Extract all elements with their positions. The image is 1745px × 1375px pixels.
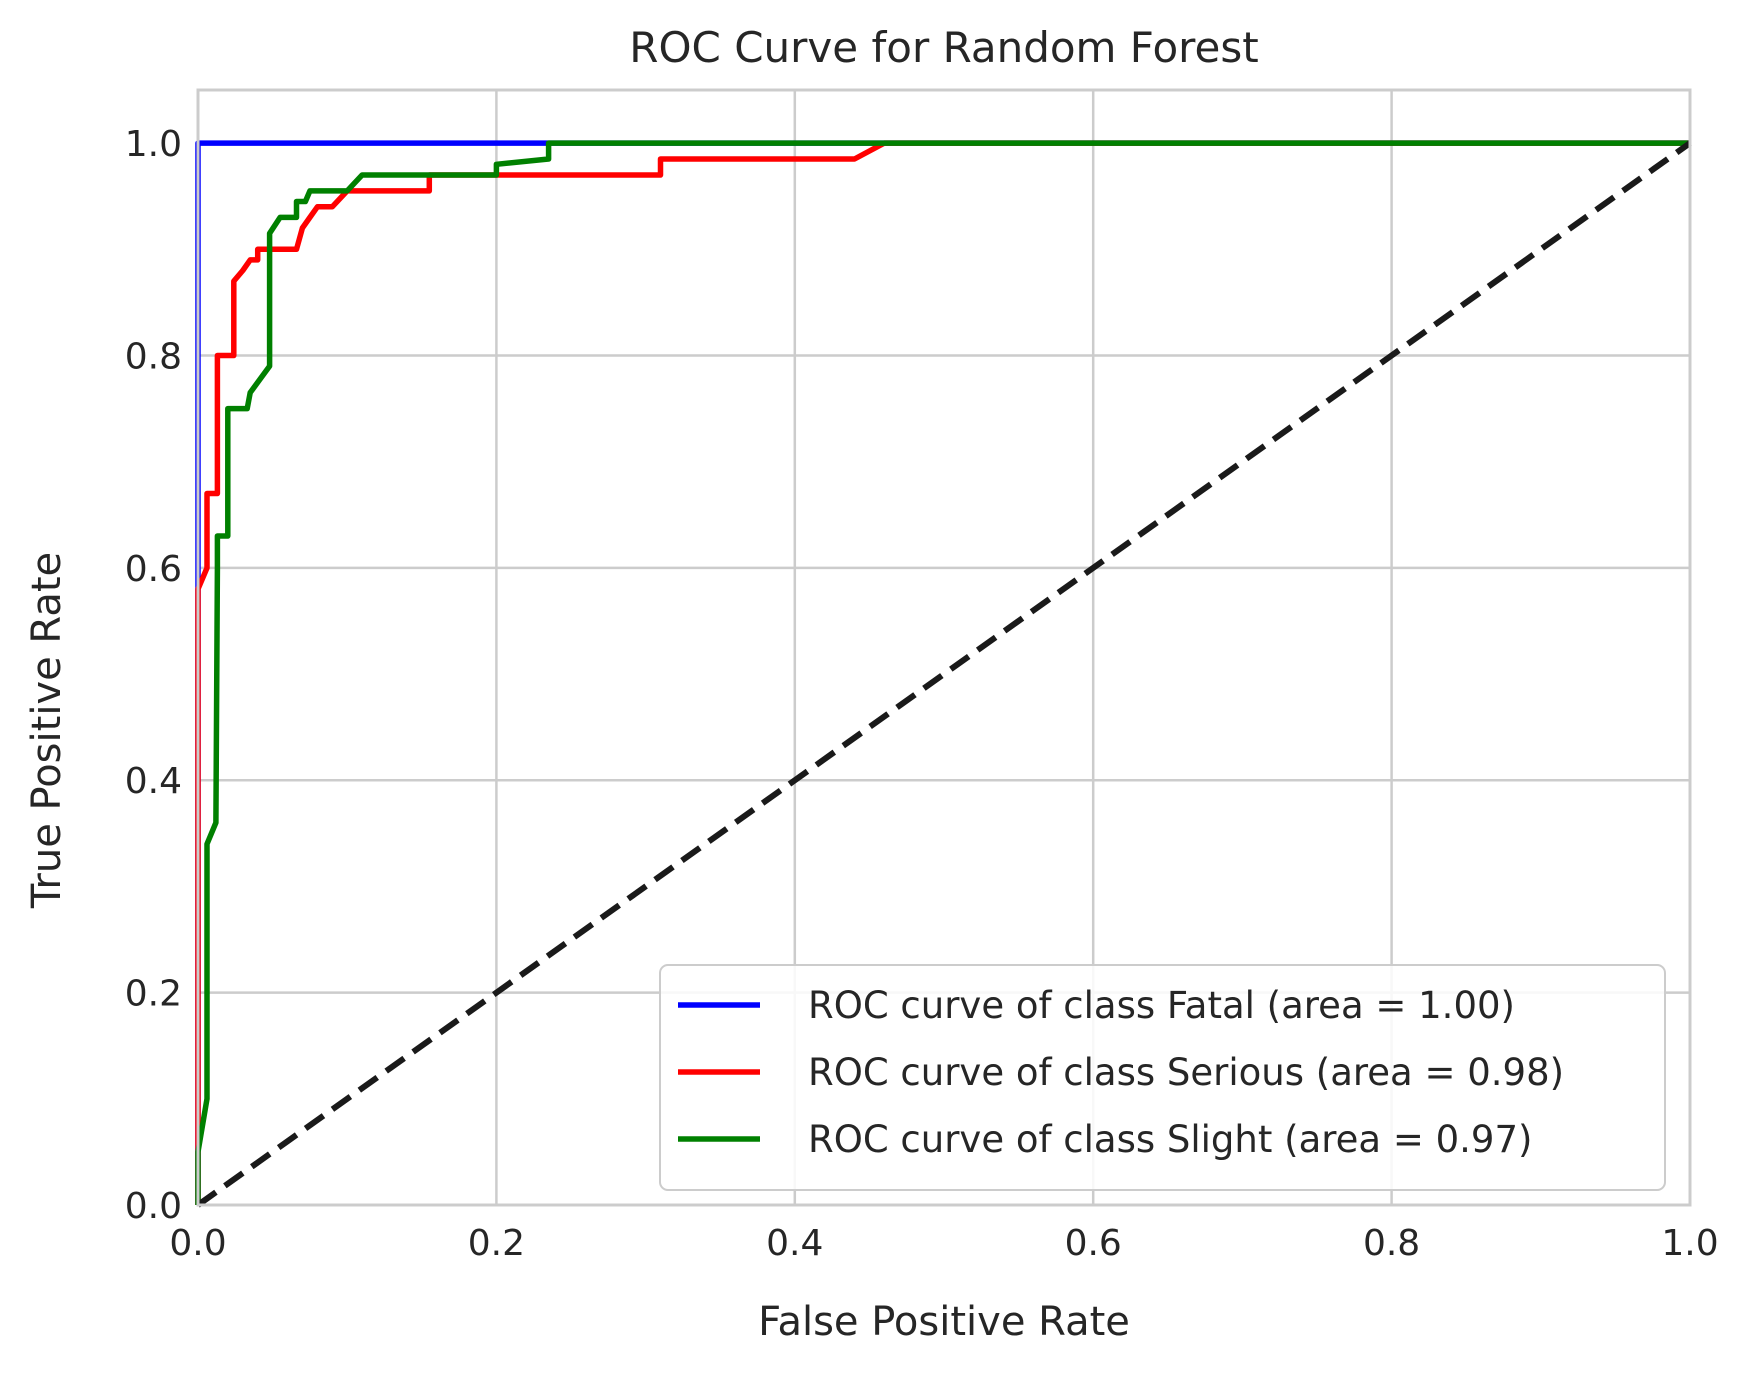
legend: ROC curve of class Fatal (area = 1.00) RO… [659,964,1666,1191]
legend-box [659,964,1666,1191]
x-tick-labels: 0.0 0.2 0.4 0.6 0.8 1.0 [169,1223,1718,1264]
x-tick-label: 0.0 [169,1223,226,1264]
x-tick-label: 0.6 [1065,1223,1122,1264]
x-tick-label: 0.8 [1363,1223,1420,1264]
legend-label: ROC curve of class Serious (area = 0.98) [808,1051,1564,1094]
grid [196,90,1692,1207]
series-line-1 [195,140,1690,1205]
x-tick-label: 1.0 [1661,1223,1718,1264]
legend-label: ROC curve of class Slight (area = 0.97) [808,1118,1532,1161]
y-tick-label: 0.0 [125,1186,182,1227]
y-tick-label: 0.4 [125,761,182,802]
y-tick-label: 0.8 [125,336,182,377]
diagonal-reference-line [196,140,1692,1208]
y-tick-label: 1.0 [125,124,182,165]
x-axis-label: False Positive Rate [758,1299,1130,1345]
y-tick-label: 0.6 [125,549,182,590]
chart-title: ROC Curve for Random Forest [629,23,1258,72]
x-tick-label: 0.2 [468,1223,525,1264]
y-tick-label: 0.2 [125,974,182,1015]
legend-label: ROC curve of class Fatal (area = 1.00) [808,984,1515,1027]
plot-frame [196,88,1692,1207]
series-line-2 [195,140,1690,1205]
y-axis-label: True Positive Rate [24,552,70,909]
y-tick-labels: 0.0 0.2 0.4 0.6 0.8 1.0 [125,124,182,1227]
x-tick-label: 0.4 [766,1223,823,1264]
